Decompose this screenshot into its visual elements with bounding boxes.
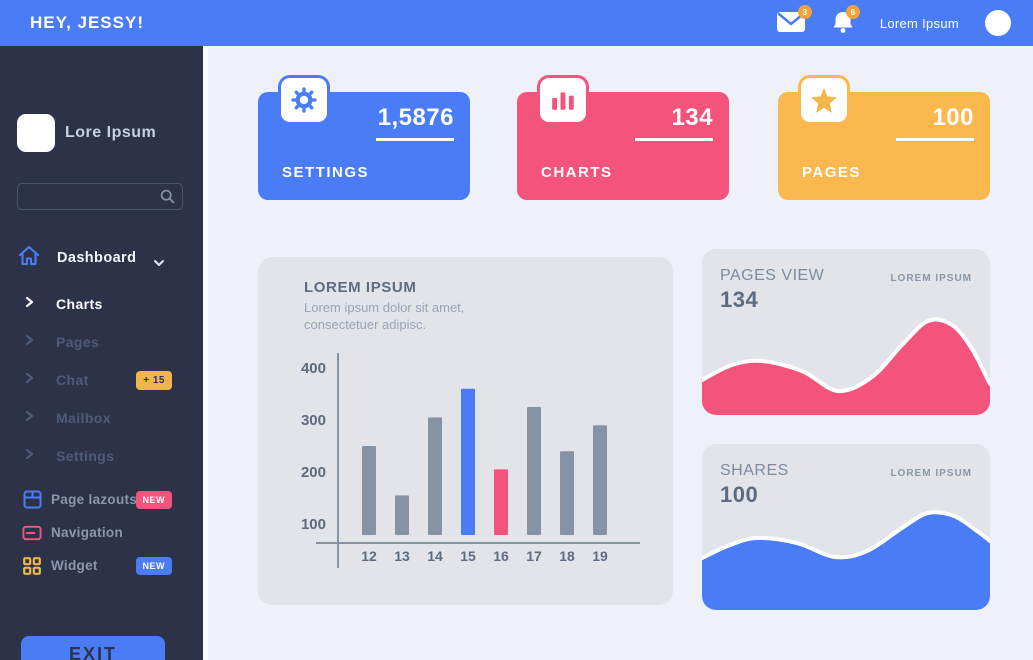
bell-badge: 6 [845, 5, 860, 19]
sidebar-item-page-layouts[interactable]: Page lazouts NEW [0, 483, 203, 516]
home-icon [18, 245, 40, 271]
svg-text:100: 100 [301, 516, 326, 533]
svg-text:13: 13 [394, 548, 410, 564]
chevron-right-icon [25, 295, 34, 313]
greeting-text: HEY, JESSY! [30, 13, 144, 32]
notifications-button[interactable]: 6 [832, 5, 860, 35]
stat-label: CHARTS [541, 164, 613, 181]
stat-value: 134 [671, 104, 713, 131]
nav-label: Pages [56, 334, 100, 350]
chevron-right-icon [25, 447, 34, 465]
bar-chart-card: LOREM IPSUM Lorem ipsum dolor sit amet, … [258, 257, 673, 605]
new-badge: NEW [135, 490, 172, 509]
sidebar-item-widget[interactable]: Widget NEW [0, 549, 203, 582]
shares-area-chart [702, 510, 990, 610]
svg-text:15: 15 [460, 548, 476, 564]
layout-icon [22, 490, 42, 509]
new-badge: NEW [135, 556, 172, 575]
stat-label: SETTINGS [282, 164, 370, 181]
stat-card-pages[interactable]: 100 PAGES [778, 75, 990, 200]
sidebar-item-charts[interactable]: Charts [0, 285, 203, 323]
dashboard-label: Dashboard [57, 250, 137, 266]
stat-underline [896, 138, 974, 141]
logo: Lore Ipsum [17, 114, 156, 152]
sidebar-divider [203, 46, 208, 660]
card-title: PAGES VIEW [720, 267, 825, 284]
pages-view-area-chart [702, 317, 990, 415]
chevron-right-icon [25, 371, 34, 389]
header-user-name: Lorem Ipsum [879, 15, 959, 31]
nav-label: Settings [56, 448, 115, 464]
card-value: 100 [720, 482, 759, 507]
sidebar-item-settings[interactable]: Settings [0, 437, 203, 475]
search-input[interactable] [17, 183, 183, 210]
exit-button[interactable]: EXIT [21, 636, 165, 660]
bell-icon [832, 12, 854, 39]
card-value: 134 [720, 287, 759, 312]
nav-label: Charts [56, 296, 103, 312]
chart-title: LOREM IPSUM [304, 279, 417, 296]
sidebar: Lore Ipsum Dashboard Charts [0, 46, 203, 660]
nav-list: Charts Pages Chat + 15 Mailbox Setting [0, 285, 203, 475]
svg-text:16: 16 [493, 548, 509, 564]
tool-label: Navigation [51, 525, 124, 540]
mail-badge: 3 [797, 5, 812, 19]
stat-value: 100 [932, 104, 974, 131]
chevron-down-icon [153, 254, 165, 272]
sidebar-item-mailbox[interactable]: Mailbox [0, 399, 203, 437]
pages-view-card: PAGES VIEW 134 LOREM IPSUM [702, 249, 990, 415]
stat-underline [635, 138, 713, 141]
chart-subtitle: Lorem ipsum dolor sit amet, consectetuer… [304, 300, 465, 332]
stat-label: PAGES [802, 164, 861, 181]
card-tag: LOREM IPSUM [890, 273, 972, 284]
svg-text:300: 300 [301, 412, 326, 429]
svg-text:12: 12 [361, 548, 377, 564]
sidebar-item-pages[interactable]: Pages [0, 323, 203, 361]
stat-value: 1,5876 [377, 104, 454, 131]
svg-text:14: 14 [427, 548, 443, 564]
stat-card-settings[interactable]: 1,5876 SETTINGS [258, 75, 470, 200]
mail-icon [776, 12, 806, 37]
tool-list: Page lazouts NEW Navigation Widg [0, 483, 203, 582]
sidebar-item-navigation[interactable]: Navigation [0, 516, 203, 549]
tool-label: Page lazouts [51, 492, 138, 507]
search-box [17, 183, 183, 210]
stat-underline [376, 138, 454, 141]
nav-label: Chat [56, 372, 89, 388]
widget-icon [22, 556, 42, 575]
bar-chart-icon [537, 75, 589, 125]
bar-chart: 400 300 200 100 12 13 14 15 16 17 18 19 [301, 353, 640, 568]
svg-text:18: 18 [559, 548, 575, 564]
svg-text:17: 17 [526, 548, 542, 564]
top-header: HEY, JESSY! 3 6 Lorem Ipsum [0, 0, 1033, 46]
svg-text:200: 200 [301, 464, 326, 481]
chevron-right-icon [25, 409, 34, 427]
card-title: SHARES [720, 462, 789, 479]
chevron-right-icon [25, 333, 34, 351]
shares-card: SHARES 100 LOREM IPSUM [702, 444, 990, 610]
sidebar-item-dashboard[interactable]: Dashboard [0, 242, 203, 274]
search-icon [160, 189, 175, 209]
stat-card-charts[interactable]: 134 CHARTS [517, 75, 729, 200]
logo-mark [17, 114, 55, 152]
sidebar-item-chat[interactable]: Chat + 15 [0, 361, 203, 399]
star-icon [798, 75, 850, 125]
header-actions: 3 6 Lorem Ipsum [776, 0, 1011, 46]
nav-label: Mailbox [56, 410, 111, 426]
logo-text: Lore Ipsum [65, 124, 157, 141]
svg-text:400: 400 [301, 360, 326, 377]
chat-count-badge: + 15 [136, 370, 172, 390]
navigation-icon [22, 525, 42, 541]
avatar[interactable] [985, 10, 1011, 36]
mail-button[interactable]: 3 [776, 5, 812, 37]
gear-icon [278, 75, 330, 125]
svg-text:19: 19 [592, 548, 608, 564]
card-tag: LOREM IPSUM [890, 468, 972, 479]
tool-label: Widget [51, 558, 98, 573]
